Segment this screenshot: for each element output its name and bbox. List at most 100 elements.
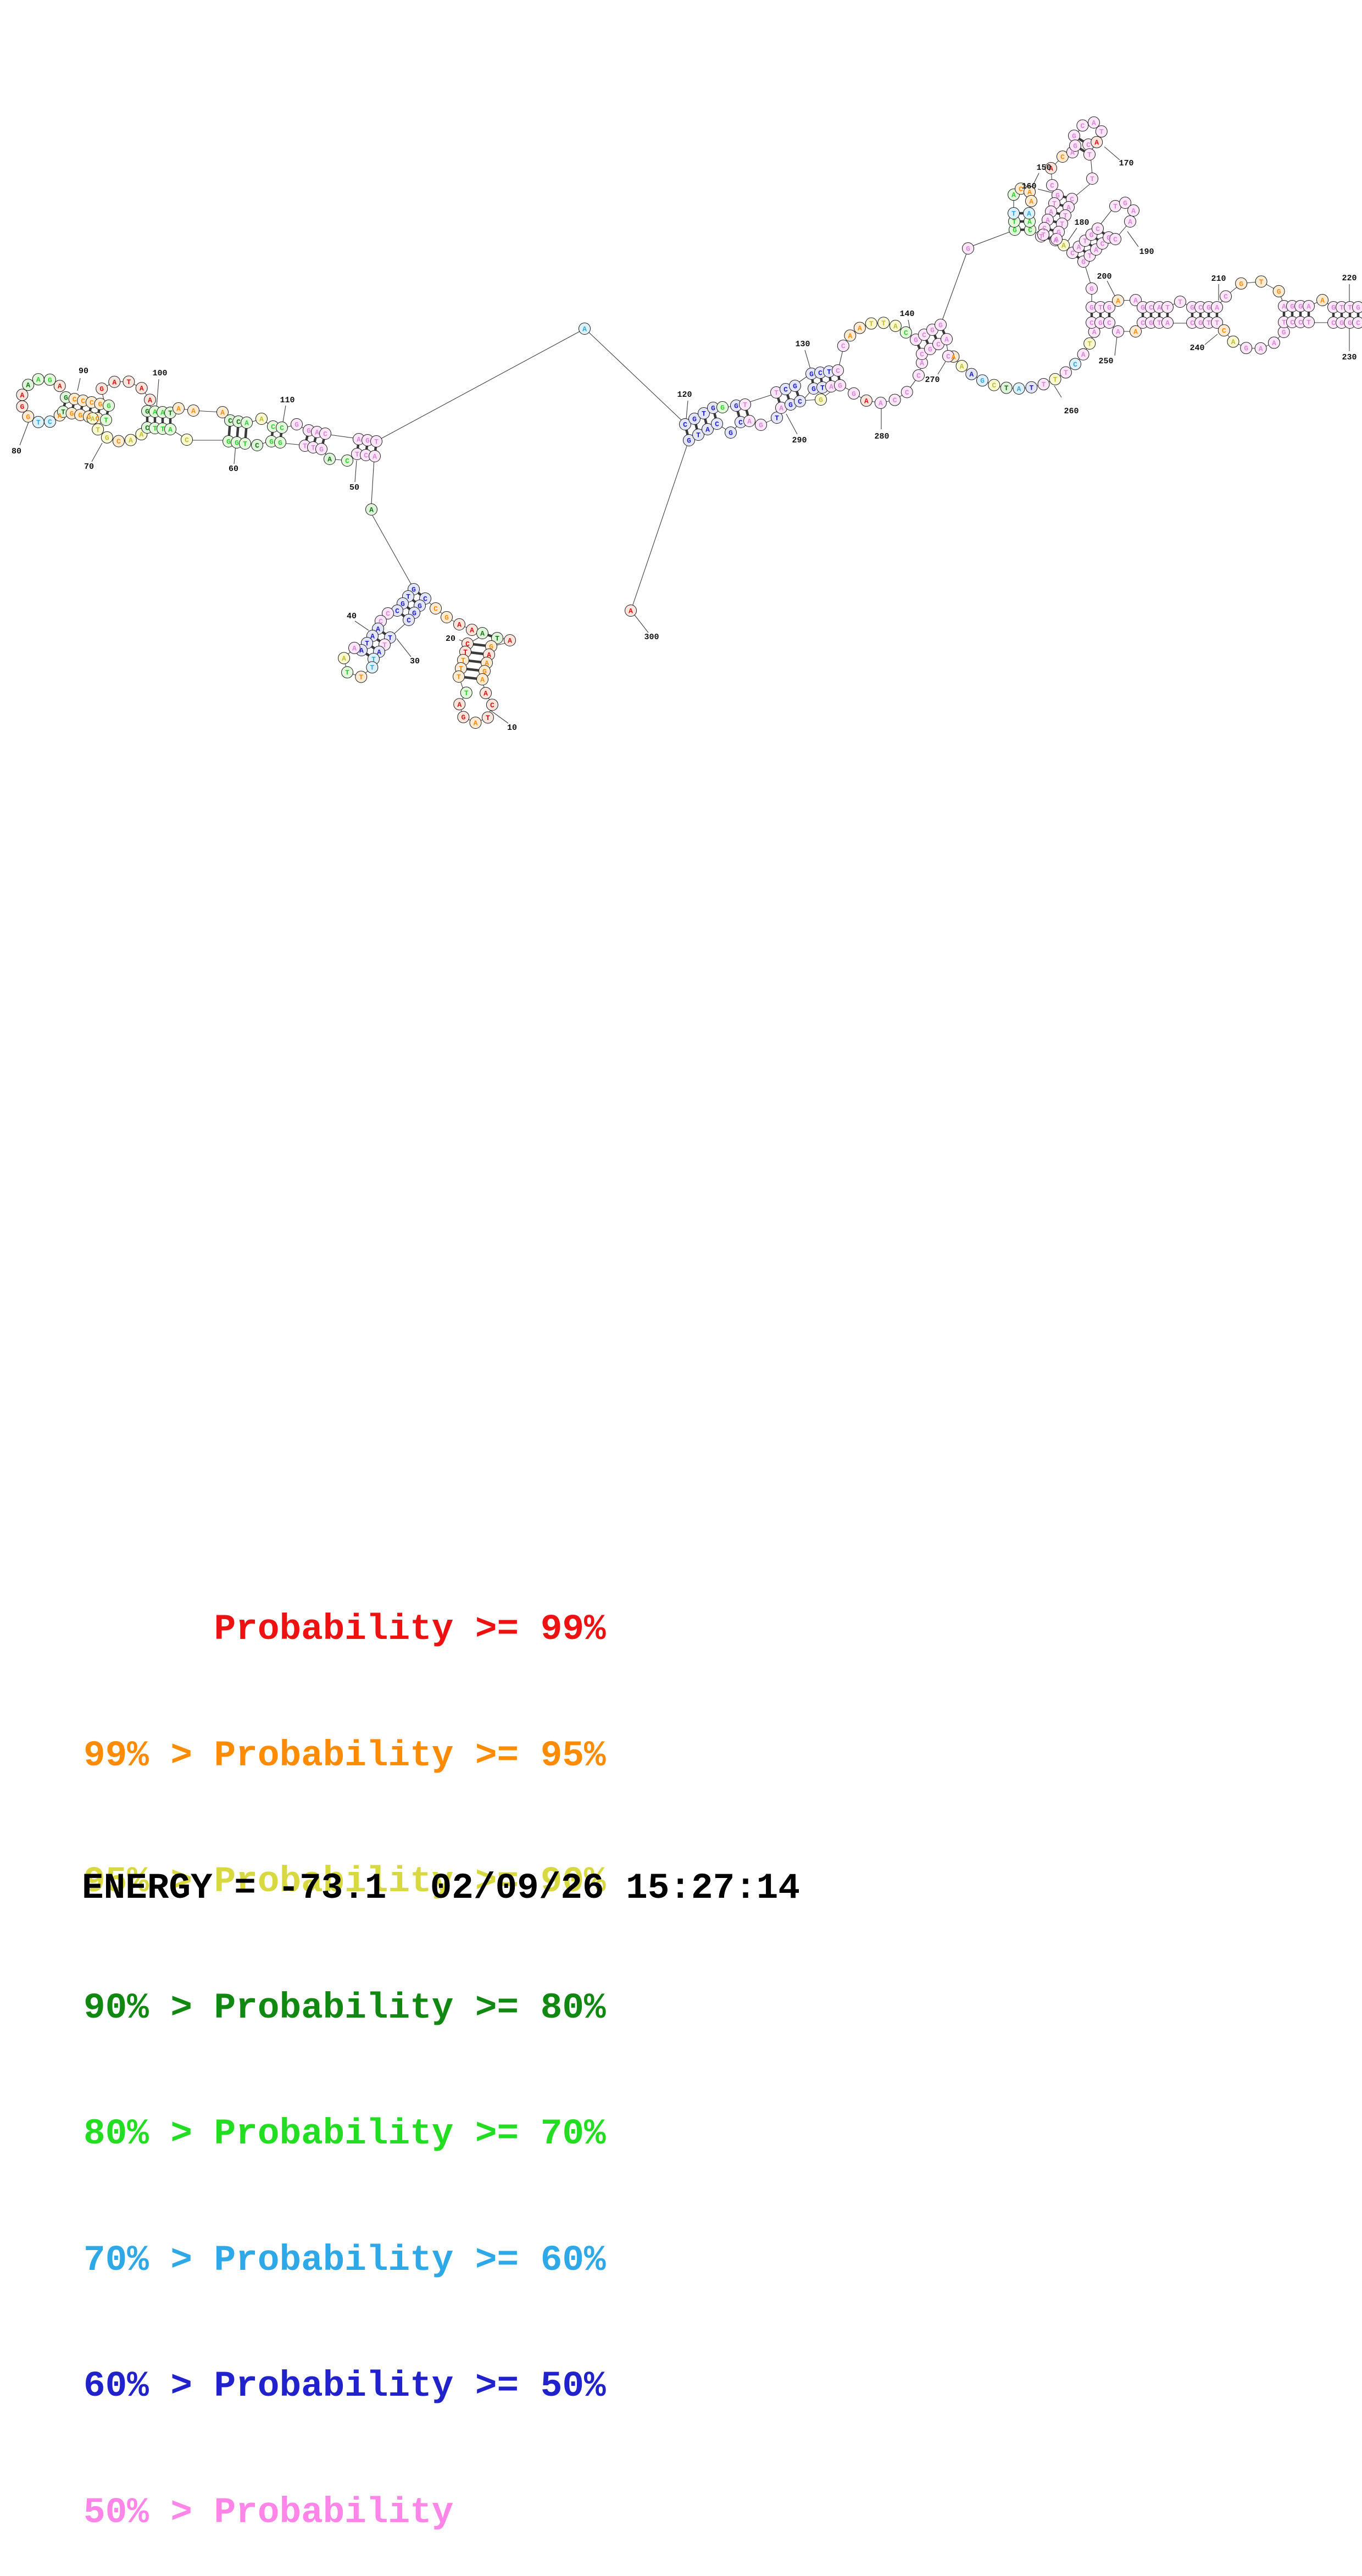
nucleotide-letter: G [20,403,25,411]
position-label: 70 [84,462,94,472]
position-label: 260 [1064,407,1079,416]
nucleotide-letter: G [809,370,814,379]
connector-line [373,516,412,586]
nucleotide-letter: C [73,396,77,404]
nucleotide-letter: A [327,456,332,464]
nucleotide-letter: T [382,641,387,650]
nucleotide-letter: C [715,420,719,429]
nucleotide-letter: T [1052,200,1057,208]
nucleotide-letter: G [107,402,111,411]
nucleotide-letter: G [26,413,30,421]
nucleotide-letter: C [836,367,840,375]
nucleotide-letter: A [376,625,380,634]
nucleotide-letter: A [1092,328,1097,336]
nucleotide-letter: C [386,610,390,618]
position-label: 110 [280,396,294,405]
label-leader-line [1107,281,1116,298]
nucleotide-letter: T [374,438,379,446]
nucleotide-letter: A [879,399,883,407]
nucleotide-letter: C [1028,226,1032,235]
nucleotide-letter: T [1042,381,1046,389]
nucleotide-letter: C [271,423,275,431]
label-leader-line [908,320,910,328]
nucleotide-letter: A [960,363,964,371]
nucleotide-letter: T [1053,375,1058,384]
nucleotide-letter: T [1178,298,1182,307]
nucleotide-letter: C [946,353,950,361]
label-leader-line [355,621,369,630]
nucleotide-letter: A [848,332,852,340]
nucleotide-letter: G [1298,303,1303,311]
nucleotide-letter: A [629,607,633,616]
nucleotide-letter: A [1094,246,1098,254]
nucleotide-letter: A [1049,208,1053,217]
nucleotide-letter: A [26,381,30,390]
legend-item: 90% > Probability >= 80% [84,1987,606,2030]
nucleotide-letter: G [1198,319,1203,328]
nucleotide-letter: A [259,416,264,424]
nucleotide-letter: G [145,408,149,416]
nucleotide-letter: C [920,351,924,359]
nucleotide-letter: A [1133,328,1138,336]
nucleotide-letter: A [1029,197,1033,206]
nucleotide-letter: G [319,446,324,454]
nucleotide-letter: T [1339,304,1344,312]
nucleotide-letter: A [1061,242,1066,250]
connector-line [970,231,1013,247]
nucleotide-letter: T [1090,175,1094,184]
nucleotide-letter: T [1041,231,1046,240]
nucleotide-letter: C [95,415,99,423]
nucleotide-letter: A [480,630,485,638]
label-leader-line [635,615,648,633]
nucleotide-letter: C [1290,319,1294,327]
nucleotide-letter: A [582,325,587,334]
nucleotide-letter: C [683,421,687,429]
nucleotide-letter: A [1128,218,1132,226]
nucleotide-letter: A [951,353,955,361]
nucleotide-letter: C [236,418,241,426]
nucleotide-letter: C [1070,250,1075,258]
nucleotide-letter: A [480,676,485,684]
nucleotide-letter: T [1282,319,1286,327]
nucleotide-letter: C [90,399,94,407]
position-label: 90 [79,367,88,376]
nucleotide-letter: G [418,602,422,611]
nucleotide-letter: C [228,417,232,425]
nucleotide-letter: T [881,319,886,328]
position-label: 230 [1342,353,1357,362]
nucleotide-letter: A [1157,304,1161,312]
nucleotide-letter: A [893,322,898,330]
label-leader-line [283,406,286,422]
position-label: 80 [12,447,21,456]
nucleotide-letter: T [459,665,463,673]
nucleotide-letter: G [1339,319,1344,328]
nucleotide-letter: C [1113,236,1118,244]
position-label: 190 [1139,247,1154,257]
nucleotide-letter: G [1089,285,1094,293]
position-label: 40 [347,612,357,621]
nucleotide-letter: A [487,651,491,660]
nucleotide-letter: T [1098,304,1103,312]
nucleotide-letter: A [91,415,95,423]
nucleotide-letter: T [1259,278,1264,286]
nucleotide-letter: G [1239,280,1243,288]
nucleotide-letter: A [920,359,924,368]
nucleotide-letter: G [720,404,725,412]
nucleotide-letter: A [36,376,41,384]
nucleotide-letter: T [486,714,490,722]
nucleotide-letter: A [369,506,374,514]
position-label: 180 [1074,218,1089,228]
nucleotide-letter: T [126,378,131,386]
nucleotide-letter: G [1356,304,1360,312]
nucleotide-letter: C [936,341,941,349]
nucleotide-letter: T [1207,319,1211,328]
nucleotide-letter: G [48,376,52,384]
position-label: 210 [1211,274,1226,284]
nucleotide-letter: T [869,320,874,328]
nucleotide-letter: G [734,402,738,411]
nucleotide-letter: T [461,657,465,665]
nucleotide-letter: G [1107,234,1111,242]
label-leader-line [20,422,29,445]
nucleotide-letter: T [696,431,701,440]
nucleotide-letter: A [1027,218,1032,226]
